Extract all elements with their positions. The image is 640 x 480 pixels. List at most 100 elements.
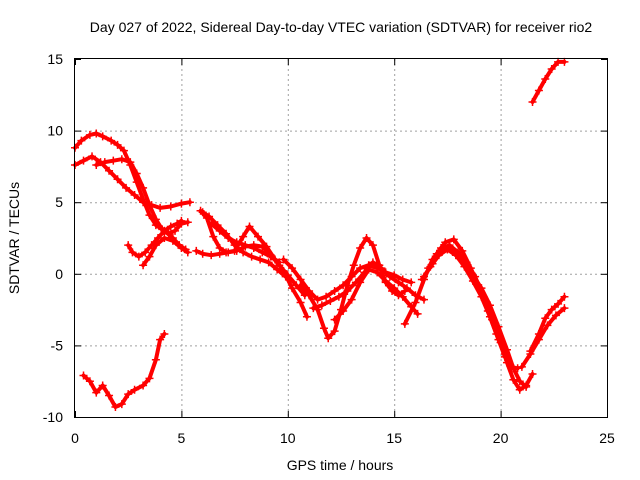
data-point (377, 264, 386, 273)
data-point (185, 198, 194, 207)
data-point (509, 364, 518, 373)
data-point (111, 402, 120, 411)
data-point (113, 175, 122, 184)
series-track-3 (92, 155, 192, 238)
data-point (454, 248, 463, 257)
data-point (92, 388, 101, 397)
data-point (515, 385, 524, 394)
grid (75, 59, 607, 417)
data-point (160, 234, 169, 242)
data-point (398, 292, 407, 301)
data-point (98, 132, 107, 141)
data-point (117, 400, 126, 409)
data-point (224, 234, 233, 242)
data-point (302, 312, 311, 321)
data-point (130, 191, 139, 200)
data-point (368, 258, 377, 267)
data-point (560, 292, 569, 301)
data-point (398, 275, 407, 284)
data-point (166, 222, 175, 231)
data-point (334, 292, 343, 301)
data-point (271, 255, 280, 264)
data-point (139, 183, 148, 192)
data-point (528, 370, 537, 379)
x-tick-label: 20 (493, 430, 509, 446)
data-point (88, 152, 97, 161)
data-point (209, 232, 218, 241)
y-axis-title: SDTVAR / TECUs (6, 182, 22, 294)
data-point (273, 265, 282, 274)
data-point (202, 213, 211, 222)
data-point (515, 377, 524, 386)
data-point (534, 86, 543, 95)
data-point (92, 129, 101, 138)
data-point (196, 206, 205, 215)
data-point (373, 268, 382, 277)
data-point (419, 295, 428, 304)
data-point (145, 374, 154, 383)
data-point (85, 130, 94, 139)
data-point (247, 252, 256, 261)
x-tick-label: 15 (386, 430, 402, 446)
data-point (458, 246, 467, 255)
data-point (347, 295, 356, 304)
x-tick-label: 25 (599, 430, 615, 446)
data-point (139, 381, 148, 390)
data-point (160, 226, 169, 235)
data-point (151, 241, 160, 250)
data-point (173, 219, 182, 228)
x-axis-title: GPS time / hours (287, 457, 394, 473)
data-point (166, 202, 175, 211)
data-point (313, 295, 322, 304)
series-track-21 (79, 329, 169, 411)
series-track-5 (139, 234, 192, 270)
data-point (419, 272, 428, 281)
data-point (171, 226, 180, 235)
data-point (254, 232, 263, 241)
data-point (356, 278, 365, 287)
data-point (79, 371, 88, 380)
data-point (92, 160, 101, 169)
series-track-13 (330, 265, 422, 324)
data-point (264, 258, 273, 267)
data-point (207, 251, 216, 260)
data-point (177, 244, 186, 253)
data-point (288, 284, 297, 293)
y-tick-label: -5 (51, 337, 64, 353)
data-point (113, 140, 122, 149)
data-point (324, 334, 333, 343)
y-tick-label: 15 (47, 51, 63, 67)
data-point (249, 244, 258, 253)
data-point (441, 238, 450, 247)
data-point (177, 199, 186, 208)
series-track-20 (528, 57, 569, 106)
data-point (183, 218, 192, 227)
data-point (77, 136, 86, 145)
data-point (509, 375, 518, 384)
data-point (500, 349, 509, 358)
data-point (164, 229, 173, 238)
data-point (309, 304, 318, 313)
data-point (256, 255, 265, 264)
y-tick-label: 0 (55, 266, 63, 282)
series-track-4 (124, 216, 186, 261)
data-point (132, 169, 141, 178)
data-point (192, 246, 201, 255)
data-point (183, 248, 192, 257)
data-point (407, 278, 416, 287)
data-point (381, 276, 390, 285)
data-point (368, 241, 377, 250)
data-point (526, 347, 535, 356)
y-axis-tick-labels: -10 -5 0 5 10 15 (43, 51, 63, 425)
series-track-16 (419, 241, 537, 394)
data-point (326, 297, 335, 306)
data-point (160, 329, 169, 338)
data-point (330, 327, 339, 336)
data-point (145, 201, 154, 210)
data-point (362, 234, 371, 242)
series-line (528, 294, 567, 354)
data-point (107, 136, 116, 145)
axis-ticks (75, 59, 608, 418)
data-point (356, 264, 365, 273)
